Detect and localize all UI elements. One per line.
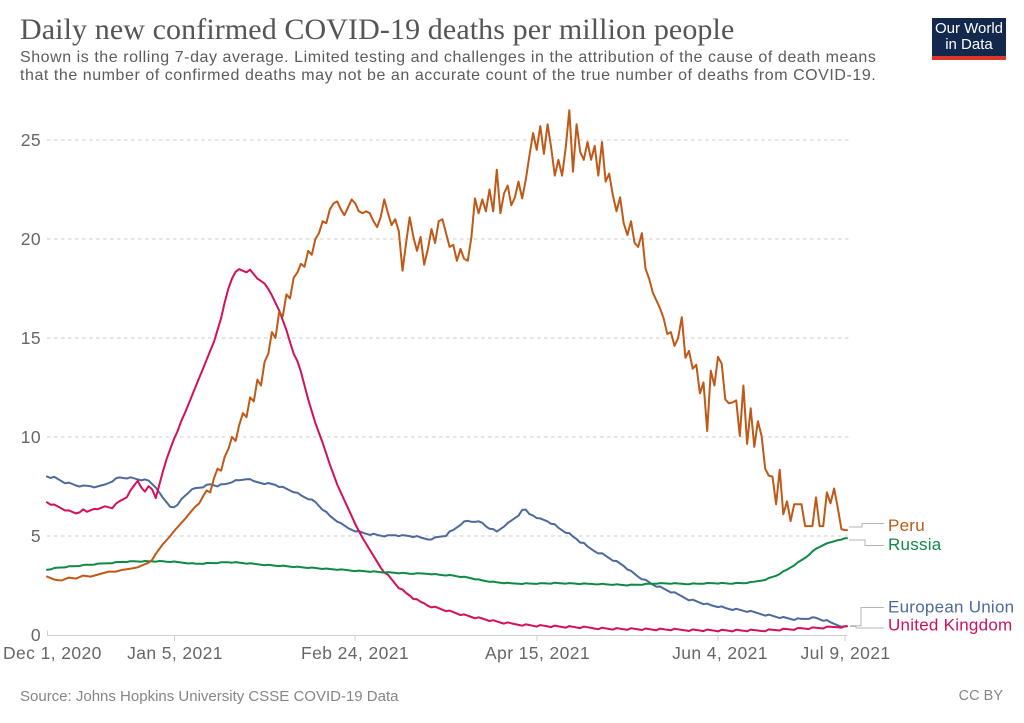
svg-text:Feb 24, 2021: Feb 24, 2021 xyxy=(301,643,409,663)
svg-text:Peru: Peru xyxy=(888,516,925,535)
svg-text:Jan 5, 2021: Jan 5, 2021 xyxy=(127,643,223,663)
svg-text:10: 10 xyxy=(21,427,41,447)
svg-text:Apr 15, 2021: Apr 15, 2021 xyxy=(485,643,590,663)
svg-text:Jun 4, 2021: Jun 4, 2021 xyxy=(672,643,768,663)
svg-text:United Kingdom: United Kingdom xyxy=(888,616,1012,635)
svg-text:15: 15 xyxy=(21,328,41,348)
svg-text:5: 5 xyxy=(31,526,41,546)
svg-text:European Union: European Union xyxy=(888,598,1014,617)
svg-text:20: 20 xyxy=(21,229,41,249)
svg-text:25: 25 xyxy=(21,130,41,150)
svg-text:0: 0 xyxy=(31,625,41,645)
svg-text:Jul 9, 2021: Jul 9, 2021 xyxy=(800,643,890,663)
svg-text:Russia: Russia xyxy=(888,535,942,554)
svg-text:Dec 1, 2020: Dec 1, 2020 xyxy=(3,643,102,663)
